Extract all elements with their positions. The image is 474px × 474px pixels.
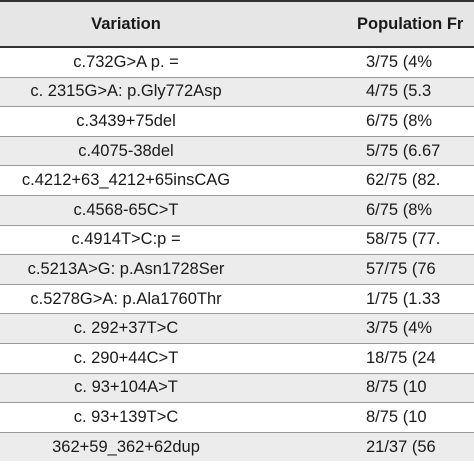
table-row: c.3439+75del 6/75 (8% xyxy=(0,106,474,137)
table-row: c.732G>A p. = 3/75 (4% xyxy=(0,47,474,78)
table-row: c. 292+37T>C 3/75 (4% xyxy=(0,313,474,344)
variation-cell: c. 2315G>A: p.Gly772Asp xyxy=(0,77,252,108)
frequency-cell: 1/75 (1.33 xyxy=(252,284,474,315)
variation-cell: c. 290+44C>T xyxy=(0,343,252,374)
header-variation: Variation xyxy=(0,0,252,48)
table-row: c. 2315G>A: p.Gly772Asp 4/75 (5.3 xyxy=(0,77,474,108)
frequency-cell: 4/75 (5.3 xyxy=(252,77,474,108)
variation-cell: c. 93+139T>C xyxy=(0,402,252,433)
table-row: c.4914T>C:p = 58/75 (77. xyxy=(0,225,474,256)
table-row: c.4568-65C>T 6/75 (8% xyxy=(0,195,474,226)
frequency-cell: 3/75 (4% xyxy=(252,313,474,344)
variation-cell: c.5213A>G: p.Asn1728Ser xyxy=(0,254,252,285)
frequency-cell: 21/37 (56 xyxy=(252,432,474,462)
frequency-cell: 18/75 (24 xyxy=(252,343,474,374)
frequency-cell: 8/75 (10 xyxy=(252,402,474,433)
variation-cell: c.4568-65C>T xyxy=(0,195,252,226)
variation-cell: c.4914T>C:p = xyxy=(0,225,252,256)
header-population-frequency: Population Fr xyxy=(252,0,474,48)
variation-cell: c. 292+37T>C xyxy=(0,313,252,344)
variation-cell: c.4075-38del xyxy=(0,136,252,167)
variation-cell: c.5278G>A: p.Ala1760Thr xyxy=(0,284,252,315)
table-row: c.4075-38del 5/75 (6.67 xyxy=(0,136,474,167)
variation-cell: 362+59_362+62dup xyxy=(0,432,252,462)
table-row: c.5213A>G: p.Asn1728Ser 57/75 (76 xyxy=(0,254,474,285)
variation-cell: c. 93+104A>T xyxy=(0,373,252,404)
table-row: c. 93+104A>T 8/75 (10 xyxy=(0,373,474,404)
frequency-cell: 5/75 (6.67 xyxy=(252,136,474,167)
frequency-cell: 6/75 (8% xyxy=(252,106,474,137)
table-row: c. 290+44C>T 18/75 (24 xyxy=(0,343,474,374)
variation-table: Variation Population Fr c.732G>A p. = 3/… xyxy=(0,0,474,462)
frequency-cell: 6/75 (8% xyxy=(252,195,474,226)
variation-cell: c.3439+75del xyxy=(0,106,252,137)
header-row: Variation Population Fr xyxy=(0,0,474,48)
variation-cell: c.4212+63_4212+65insCAG xyxy=(0,165,252,196)
table-row: c.5278G>A: p.Ala1760Thr 1/75 (1.33 xyxy=(0,284,474,315)
frequency-cell: 3/75 (4% xyxy=(252,47,474,78)
frequency-cell: 57/75 (76 xyxy=(252,254,474,285)
frequency-cell: 62/75 (82. xyxy=(252,165,474,196)
frequency-cell: 58/75 (77. xyxy=(252,225,474,256)
table-row: c. 93+139T>C 8/75 (10 xyxy=(0,402,474,433)
variation-cell: c.732G>A p. = xyxy=(0,47,252,78)
frequency-cell: 8/75 (10 xyxy=(252,373,474,404)
table-row: c.4212+63_4212+65insCAG 62/75 (82. xyxy=(0,165,474,196)
table-row: 362+59_362+62dup 21/37 (56 xyxy=(0,432,474,462)
